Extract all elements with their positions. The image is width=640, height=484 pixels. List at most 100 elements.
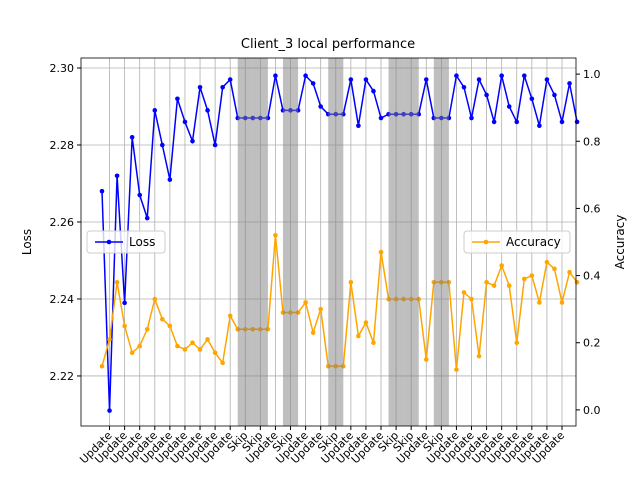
series-point bbox=[99, 363, 105, 369]
series-point bbox=[167, 177, 173, 182]
series-point bbox=[182, 119, 188, 125]
legend-label: Loss bbox=[129, 235, 155, 249]
series-point bbox=[378, 249, 384, 255]
series-point bbox=[190, 340, 195, 346]
series-point bbox=[559, 119, 565, 125]
y2-tick-label: 0.4 bbox=[583, 270, 601, 283]
series-point bbox=[491, 283, 497, 288]
series-point bbox=[190, 138, 195, 144]
series-point bbox=[476, 353, 482, 359]
skip-shade bbox=[328, 58, 344, 426]
series-point bbox=[378, 115, 384, 121]
legend-box bbox=[463, 230, 571, 254]
series-point bbox=[122, 300, 127, 306]
series-point bbox=[491, 119, 497, 125]
series-point bbox=[107, 408, 112, 413]
series-point bbox=[303, 300, 308, 305]
series-point bbox=[484, 279, 489, 285]
series-point bbox=[529, 96, 535, 102]
series-point bbox=[537, 123, 542, 129]
series-point bbox=[574, 279, 580, 285]
y2-tick-label: 1.0 bbox=[583, 68, 601, 81]
series-point bbox=[99, 188, 105, 194]
y2-tick-label: 0.8 bbox=[583, 135, 601, 148]
series-point bbox=[167, 323, 173, 329]
skip-shade bbox=[388, 58, 404, 426]
series-point bbox=[137, 343, 143, 349]
series-point bbox=[160, 316, 165, 322]
series-point bbox=[227, 77, 233, 82]
series-point bbox=[476, 77, 482, 82]
skip-shade bbox=[237, 58, 253, 426]
series-point bbox=[469, 115, 474, 121]
series-point bbox=[552, 266, 557, 272]
series-point bbox=[423, 77, 429, 82]
series-point bbox=[499, 263, 504, 268]
series-point bbox=[114, 279, 120, 285]
series-point bbox=[454, 73, 459, 79]
y2-tick-label: 0.2 bbox=[583, 337, 601, 350]
series-point bbox=[175, 96, 180, 102]
series-point bbox=[220, 360, 225, 366]
series-point bbox=[537, 300, 542, 305]
series-point bbox=[197, 347, 203, 352]
series-point bbox=[175, 343, 180, 349]
series-point bbox=[514, 119, 520, 125]
series-point bbox=[567, 269, 572, 275]
series-point bbox=[129, 134, 135, 140]
series-point bbox=[363, 77, 369, 82]
series-point bbox=[227, 313, 233, 319]
legend-marker bbox=[106, 239, 112, 245]
skip-shade bbox=[252, 58, 268, 426]
series-point bbox=[454, 367, 459, 372]
series-point bbox=[544, 77, 550, 82]
chart-title: Client_3 local performance bbox=[241, 37, 415, 52]
series-point bbox=[559, 300, 565, 305]
series-point bbox=[423, 357, 429, 362]
y-axis-label: Loss bbox=[20, 229, 34, 255]
series-point bbox=[152, 108, 158, 113]
series-point bbox=[348, 279, 354, 285]
series-point bbox=[469, 296, 474, 302]
series-point bbox=[529, 273, 535, 278]
series-point bbox=[197, 84, 203, 90]
series-point bbox=[506, 283, 512, 288]
series-point bbox=[273, 73, 278, 79]
series-point bbox=[356, 333, 361, 339]
series-point bbox=[205, 108, 210, 113]
series-point bbox=[205, 337, 210, 342]
series-point bbox=[348, 77, 354, 82]
series-point bbox=[371, 88, 376, 94]
legend-marker bbox=[483, 239, 489, 245]
series-point bbox=[310, 81, 316, 86]
series-point bbox=[514, 340, 520, 346]
y-tick-label: 2.28 bbox=[50, 139, 75, 152]
y-tick-label: 2.26 bbox=[50, 216, 75, 229]
series-point bbox=[273, 232, 278, 238]
series-point bbox=[212, 350, 218, 356]
series-point bbox=[220, 84, 225, 90]
series-point bbox=[506, 104, 512, 109]
series-point bbox=[152, 296, 158, 302]
series-point bbox=[107, 337, 112, 342]
series-point bbox=[499, 73, 504, 79]
y-tick-label: 2.30 bbox=[50, 62, 75, 75]
skip-shade bbox=[282, 58, 299, 426]
legend-box bbox=[86, 230, 166, 254]
series-point bbox=[114, 173, 120, 179]
y2-tick-label: 0.0 bbox=[583, 404, 601, 417]
series-point bbox=[521, 73, 527, 79]
series-point bbox=[129, 350, 135, 356]
shades bbox=[237, 58, 449, 426]
series-point bbox=[318, 306, 323, 312]
skip-shade bbox=[433, 58, 449, 426]
y2-tick-label: 0.6 bbox=[583, 202, 601, 215]
series-point bbox=[303, 73, 308, 79]
series-point bbox=[371, 340, 376, 346]
series-point bbox=[461, 290, 467, 295]
series-point bbox=[521, 276, 527, 282]
series-point bbox=[356, 123, 361, 129]
series-point bbox=[122, 323, 127, 329]
series-point bbox=[574, 119, 580, 125]
